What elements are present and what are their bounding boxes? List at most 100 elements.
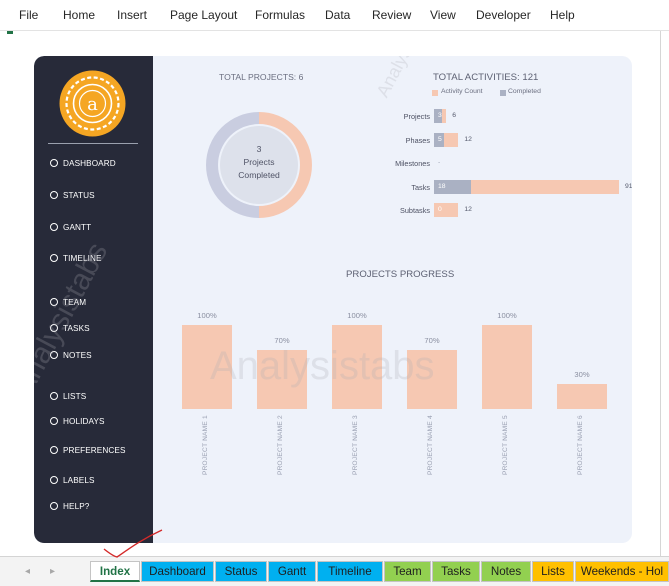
project-progress-percent: 70% xyxy=(424,336,440,346)
project-name-label: PROJECT NAME 4 xyxy=(427,415,434,475)
menu-help[interactable]: Help xyxy=(550,8,575,22)
project-progress-bar xyxy=(482,325,532,409)
activity-count-bar xyxy=(434,179,619,194)
activity-count-value-label: 12 xyxy=(464,206,472,213)
menu-data[interactable]: Data xyxy=(325,8,351,22)
donut-count: 3 xyxy=(256,144,262,154)
activity-count-value-label: 91 xyxy=(625,182,632,190)
column-gridline xyxy=(660,31,661,556)
donut-label-projects: Projects xyxy=(243,157,275,167)
tab-weekends-holidays[interactable]: Weekends - Hol xyxy=(575,561,669,582)
radio-icon xyxy=(50,476,58,484)
nav-timeline[interactable]: TIMELINE xyxy=(50,251,102,265)
radio-icon xyxy=(50,254,58,262)
activity-category-label: Tasks xyxy=(411,182,430,192)
logo-divider xyxy=(48,143,138,144)
nav-help[interactable]: HELP? xyxy=(50,499,89,513)
activity-category-label: Projects xyxy=(403,112,430,121)
nav-holidays[interactable]: HOLIDAYS xyxy=(50,414,105,428)
scroll-tabs-left-icon[interactable]: ◂ xyxy=(25,566,31,577)
completed-value-label: 0 xyxy=(438,206,442,213)
nav-label: NOTES xyxy=(63,350,92,360)
project-progress-percent: 100% xyxy=(347,311,367,320)
nav-label: LISTS xyxy=(63,391,87,401)
radio-icon xyxy=(50,351,58,359)
tab-status[interactable]: Status xyxy=(215,561,267,582)
project-progress-bar xyxy=(257,350,307,409)
legend-swatch-completed xyxy=(500,90,506,96)
nav-gantt[interactable]: GANTT xyxy=(50,220,91,234)
legend-swatch-activity xyxy=(432,90,438,96)
project-progress-percent: 30% xyxy=(574,369,590,379)
nav-dashboard[interactable]: DASHBOARD xyxy=(50,156,116,170)
total-activities-title: TOTAL ACTIVITIES: 121 xyxy=(433,72,539,83)
nav-labels[interactable]: LABELS xyxy=(50,473,95,487)
nav-tasks[interactable]: TASKS xyxy=(50,321,90,335)
menu-home[interactable]: Home xyxy=(63,8,96,22)
analysistabs-logo-icon: a xyxy=(59,70,126,137)
menu-formulas[interactable]: Formulas xyxy=(255,8,306,22)
nav-notes[interactable]: NOTES xyxy=(50,348,92,362)
activity-category-label: Subtasks xyxy=(399,206,430,215)
activity-count-value-label: 12 xyxy=(464,135,472,143)
activity-category-label: Milestones xyxy=(395,159,430,168)
completed-bar xyxy=(434,179,471,194)
legend-completed: Completed xyxy=(508,88,541,95)
activity-count-bar xyxy=(434,203,459,217)
radio-icon xyxy=(50,502,58,510)
menu-review[interactable]: Review xyxy=(372,8,412,22)
donut-slice-completed xyxy=(258,112,312,218)
project-progress-bar xyxy=(182,325,232,409)
tab-tasks[interactable]: Tasks xyxy=(432,561,480,582)
nav-label: TIMELINE xyxy=(63,253,102,263)
radio-icon xyxy=(50,417,58,425)
project-progress-bar xyxy=(332,325,382,409)
tab-team[interactable]: Team xyxy=(384,561,431,582)
project-name-label: PROJECT NAME 5 xyxy=(502,415,509,475)
tab-timeline[interactable]: Timeline xyxy=(317,561,383,582)
completed-bar xyxy=(434,109,442,123)
tab-notes[interactable]: Notes xyxy=(481,561,531,582)
nav-status[interactable]: STATUS xyxy=(50,188,95,202)
activity-category-label: Phases xyxy=(405,135,430,145)
radio-icon xyxy=(50,223,58,231)
sidebar: a DASHBOARD STATUS GANTT TIMELINE TEAM T… xyxy=(34,56,153,543)
donut-label-completed: Completed xyxy=(238,170,280,180)
radio-icon xyxy=(50,298,58,306)
menu-developer[interactable]: Developer xyxy=(476,8,531,22)
nav-preferences[interactable]: PREFERENCES xyxy=(50,443,126,457)
projects-progress-title: PROJECTS PROGRESS xyxy=(346,269,455,280)
menu-view[interactable]: View xyxy=(430,8,456,22)
nav-label: HELP? xyxy=(63,501,90,511)
legend-activity-count: Activity Count xyxy=(441,88,483,95)
project-progress-percent: 100% xyxy=(497,311,517,320)
radio-icon xyxy=(50,446,58,454)
project-progress-percent: 70% xyxy=(274,336,290,346)
tab-index[interactable]: Index xyxy=(90,561,140,582)
project-progress-percent: 100% xyxy=(197,311,217,320)
dashboard-main: TOTAL PROJECTS: 6 TOTAL ACTIVITIES: 121 … xyxy=(153,56,632,543)
scroll-tabs-right-icon[interactable]: ▸ xyxy=(50,566,56,577)
nav-label: HOLIDAYS xyxy=(63,416,105,426)
active-cell-marker xyxy=(7,31,13,34)
tab-lists[interactable]: Lists xyxy=(532,561,574,582)
project-name-label: PROJECT NAME 2 xyxy=(277,415,284,475)
menu-page-layout[interactable]: Page Layout xyxy=(170,8,238,22)
nav-lists[interactable]: LISTS xyxy=(50,389,86,403)
menu-insert[interactable]: Insert xyxy=(117,8,148,22)
nav-label: DASHBOARD xyxy=(63,158,116,168)
nav-label: LABELS xyxy=(63,475,95,485)
project-progress-bar xyxy=(407,350,457,409)
donut-slice-not-completed xyxy=(206,112,260,218)
tab-gantt[interactable]: Gantt xyxy=(268,561,316,582)
project-name-label: PROJECT NAME 3 xyxy=(352,415,359,475)
tab-dashboard[interactable]: Dashboard xyxy=(141,561,214,582)
menu-file[interactable]: File xyxy=(19,8,39,22)
donut-center xyxy=(220,126,298,204)
total-projects-title: TOTAL PROJECTS: 6 xyxy=(219,72,304,82)
nav-label: STATUS xyxy=(63,190,95,200)
nav-label: TASKS xyxy=(63,323,90,333)
nav-team[interactable]: TEAM xyxy=(50,295,86,309)
project-name-label: PROJECT NAME 6 xyxy=(577,415,584,475)
